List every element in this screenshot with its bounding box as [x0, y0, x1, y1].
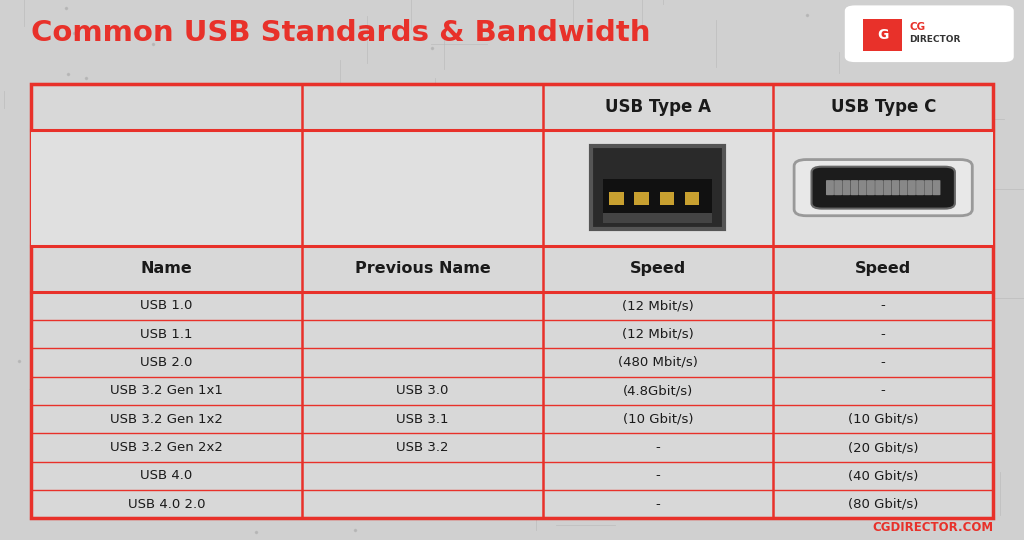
- Text: (10 Gbit/s): (10 Gbit/s): [623, 413, 693, 426]
- Text: Previous Name: Previous Name: [354, 261, 490, 276]
- FancyBboxPatch shape: [685, 192, 698, 205]
- Text: USB 3.1: USB 3.1: [396, 413, 449, 426]
- Text: CGDIRECTOR.COM: CGDIRECTOR.COM: [872, 521, 993, 534]
- Text: Common USB Standards & Bandwidth: Common USB Standards & Bandwidth: [31, 19, 650, 47]
- FancyBboxPatch shape: [884, 180, 891, 195]
- Text: (12 Mbit/s): (12 Mbit/s): [622, 328, 694, 341]
- FancyBboxPatch shape: [916, 180, 924, 195]
- FancyBboxPatch shape: [908, 180, 915, 195]
- Text: (10 Gbit/s): (10 Gbit/s): [848, 413, 919, 426]
- FancyBboxPatch shape: [31, 84, 993, 518]
- Text: (40 Gbit/s): (40 Gbit/s): [848, 469, 919, 482]
- FancyBboxPatch shape: [811, 167, 954, 208]
- Text: USB 1.1: USB 1.1: [140, 328, 193, 341]
- FancyBboxPatch shape: [795, 160, 973, 215]
- FancyBboxPatch shape: [925, 180, 932, 195]
- FancyBboxPatch shape: [892, 180, 899, 195]
- Text: USB 3.2 Gen 1x2: USB 3.2 Gen 1x2: [110, 413, 223, 426]
- Text: (20 Gbit/s): (20 Gbit/s): [848, 441, 919, 454]
- Text: USB 2.0: USB 2.0: [140, 356, 193, 369]
- Text: Speed: Speed: [630, 261, 686, 276]
- Text: USB 3.2 Gen 2x2: USB 3.2 Gen 2x2: [110, 441, 223, 454]
- FancyBboxPatch shape: [843, 180, 850, 195]
- Text: -: -: [881, 299, 886, 312]
- Text: USB Type A: USB Type A: [605, 98, 711, 116]
- Text: Name: Name: [140, 261, 193, 276]
- FancyBboxPatch shape: [603, 179, 713, 195]
- FancyBboxPatch shape: [609, 192, 624, 205]
- Text: -: -: [655, 441, 660, 454]
- Text: (80 Gbit/s): (80 Gbit/s): [848, 498, 919, 511]
- FancyBboxPatch shape: [592, 146, 725, 230]
- FancyBboxPatch shape: [659, 192, 674, 205]
- FancyBboxPatch shape: [603, 179, 713, 223]
- Text: (480 Mbit/s): (480 Mbit/s): [617, 356, 698, 369]
- FancyBboxPatch shape: [826, 180, 834, 195]
- Text: DIRECTOR: DIRECTOR: [909, 35, 961, 44]
- Text: G: G: [877, 28, 889, 42]
- Text: ·: ·: [897, 19, 899, 28]
- FancyBboxPatch shape: [31, 130, 993, 246]
- FancyBboxPatch shape: [835, 180, 842, 195]
- FancyBboxPatch shape: [603, 213, 713, 223]
- Text: USB 4.0: USB 4.0: [140, 469, 193, 482]
- Text: -: -: [655, 498, 660, 511]
- Text: Speed: Speed: [855, 261, 911, 276]
- Text: USB 4.0 2.0: USB 4.0 2.0: [128, 498, 205, 511]
- FancyBboxPatch shape: [876, 180, 883, 195]
- Text: USB 3.2 Gen 1x1: USB 3.2 Gen 1x1: [110, 384, 223, 397]
- Text: (12 Mbit/s): (12 Mbit/s): [622, 299, 694, 312]
- Text: USB 3.0: USB 3.0: [396, 384, 449, 397]
- FancyBboxPatch shape: [851, 180, 858, 195]
- FancyBboxPatch shape: [863, 19, 902, 51]
- FancyBboxPatch shape: [867, 180, 874, 195]
- FancyBboxPatch shape: [900, 180, 907, 195]
- Text: CG: CG: [909, 22, 926, 32]
- Text: (4.8Gbit/s): (4.8Gbit/s): [623, 384, 693, 397]
- FancyBboxPatch shape: [859, 180, 866, 195]
- Text: -: -: [881, 356, 886, 369]
- Text: -: -: [881, 384, 886, 397]
- FancyBboxPatch shape: [845, 5, 1014, 62]
- FancyBboxPatch shape: [635, 192, 648, 205]
- Text: -: -: [655, 469, 660, 482]
- Text: USB Type C: USB Type C: [830, 98, 936, 116]
- Text: USB 3.2: USB 3.2: [396, 441, 449, 454]
- Text: -: -: [881, 328, 886, 341]
- Text: USB 1.0: USB 1.0: [140, 299, 193, 312]
- FancyBboxPatch shape: [933, 180, 940, 195]
